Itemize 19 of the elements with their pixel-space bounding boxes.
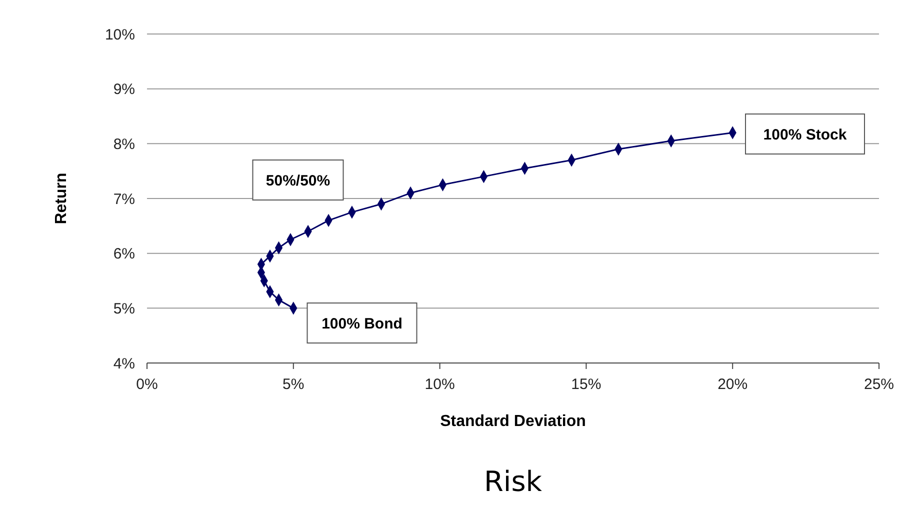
y-tick-label: 6% (113, 246, 135, 263)
x-tick-label: 10% (424, 376, 455, 393)
x-tick-label: 20% (718, 376, 748, 393)
x-tick-label: 25% (864, 376, 894, 393)
x-tick-label: 5% (282, 376, 304, 393)
y-tick-label: 7% (113, 190, 135, 208)
x-axis-title: Standard Deviation (440, 413, 586, 430)
y-tick-label: 10% (104, 26, 135, 44)
y-tick-label: 5% (113, 300, 135, 318)
y-tick-label: 4% (113, 355, 135, 372)
annotation: 100% Stock (763, 126, 848, 144)
y-axis-title: Return (53, 172, 70, 224)
annotation: 100% Bond (322, 315, 402, 332)
x-tick-label: 15% (571, 376, 602, 393)
y-tick-label: 8% (113, 136, 135, 153)
annotation: 50%/50% (266, 172, 330, 190)
y-tick-label: 9% (113, 81, 135, 98)
x-tick-label: 0% (136, 376, 158, 393)
text: Risk (484, 465, 543, 498)
